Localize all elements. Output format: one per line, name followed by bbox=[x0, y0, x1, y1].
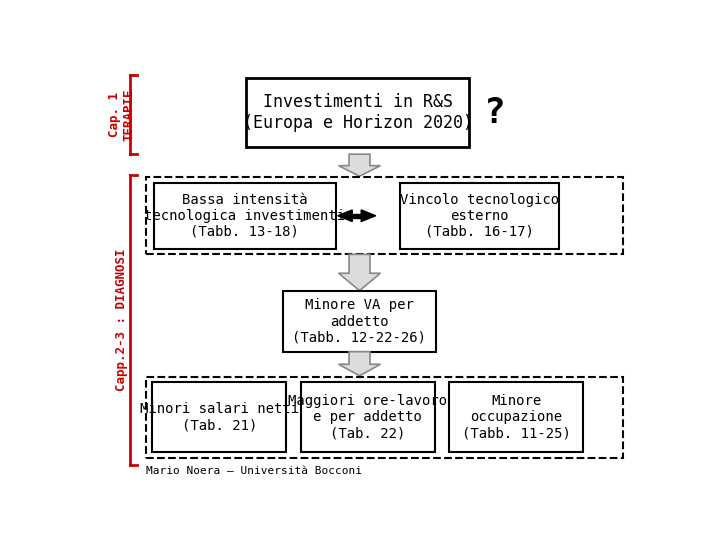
Polygon shape bbox=[338, 254, 380, 291]
Text: Minori salari netti
(Tab. 21): Minori salari netti (Tab. 21) bbox=[140, 402, 299, 433]
FancyBboxPatch shape bbox=[301, 382, 435, 453]
Text: Mario Noera – Università Bocconi: Mario Noera – Università Bocconi bbox=[145, 465, 362, 476]
FancyBboxPatch shape bbox=[153, 382, 287, 453]
Polygon shape bbox=[350, 214, 364, 218]
FancyBboxPatch shape bbox=[246, 78, 469, 147]
Text: ?: ? bbox=[484, 96, 505, 130]
Polygon shape bbox=[338, 352, 380, 376]
Polygon shape bbox=[361, 210, 376, 221]
Text: Minore
occupazione
(Tabb. 11-25): Minore occupazione (Tabb. 11-25) bbox=[462, 394, 571, 441]
FancyBboxPatch shape bbox=[282, 292, 436, 352]
Text: Bassa intensità
tecnologica investimenti
(Tabb. 13-18): Bassa intensità tecnologica investimenti… bbox=[144, 193, 346, 239]
Polygon shape bbox=[338, 154, 380, 176]
FancyBboxPatch shape bbox=[154, 183, 336, 248]
Text: Investimenti in R&S
(Europa e Horizon 2020): Investimenti in R&S (Europa e Horizon 20… bbox=[243, 93, 473, 132]
Text: Maggiori ore-lavoro
e per addetto
(Tab. 22): Maggiori ore-lavoro e per addetto (Tab. … bbox=[288, 394, 447, 441]
Polygon shape bbox=[338, 210, 352, 221]
Text: Capp.2-3 : DIAGNOSI: Capp.2-3 : DIAGNOSI bbox=[115, 248, 128, 391]
FancyBboxPatch shape bbox=[400, 183, 559, 248]
Text: Cap. 1
TERAPIE: Cap. 1 TERAPIE bbox=[108, 89, 136, 141]
FancyBboxPatch shape bbox=[449, 382, 583, 453]
Text: Minore VA per
addetto
(Tabb. 12-22-26): Minore VA per addetto (Tabb. 12-22-26) bbox=[292, 299, 426, 345]
Text: Vincolo tecnologico
esterno
(Tabb. 16-17): Vincolo tecnologico esterno (Tabb. 16-17… bbox=[400, 193, 559, 239]
